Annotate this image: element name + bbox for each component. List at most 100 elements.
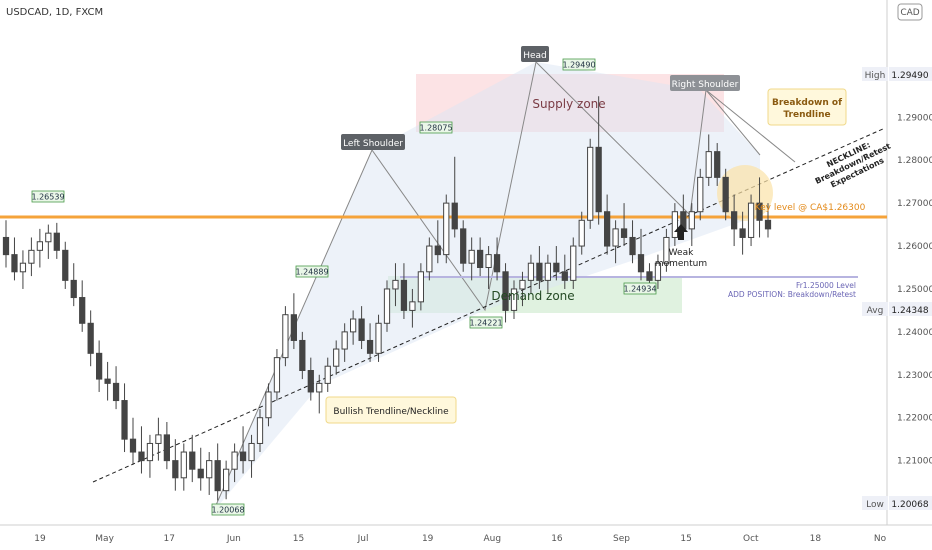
candle-body (417, 271, 424, 303)
time-tick-label: 15 (680, 534, 691, 544)
candle-body (333, 348, 340, 367)
candle-body (595, 146, 602, 213)
price-flag: 1.28075 (419, 121, 453, 134)
candle-body (561, 271, 568, 281)
pattern-shading (213, 62, 760, 512)
candle-body (536, 262, 543, 281)
candle-body (400, 279, 408, 311)
candle-body (256, 417, 264, 444)
candle-body (409, 301, 416, 311)
candle-body (214, 460, 221, 492)
candle-body (587, 146, 594, 221)
time-tick-label: Aug (484, 534, 502, 544)
time-tick-label: No (874, 534, 887, 544)
high-value-box (889, 67, 932, 81)
low-tag-box (862, 496, 888, 510)
candle-body (79, 297, 86, 324)
time-tick-label: Jun (226, 534, 241, 544)
price-flag-box (295, 265, 329, 278)
price-flag-text: 1.24889 (295, 268, 328, 277)
bullish-trendline-label: Bullish Trendline/Neckline (333, 407, 449, 417)
avg-value-box (889, 302, 932, 316)
candle-body (502, 271, 509, 311)
left-shoulder-box (341, 134, 405, 150)
head-label: Head (523, 51, 547, 61)
candle-body (426, 245, 433, 273)
right-shoulder-line (705, 89, 796, 163)
candle-body (629, 236, 636, 256)
candle-body (646, 271, 653, 281)
currency-badge-box[interactable] (897, 3, 923, 21)
candle-body (544, 262, 551, 281)
high-tag: High (865, 71, 886, 81)
candle-body (350, 318, 357, 333)
weak-label-2: momentum (655, 259, 707, 269)
candle-body (688, 211, 695, 230)
candle-body (112, 382, 120, 402)
candle-body (468, 249, 475, 264)
candle-body (290, 314, 297, 341)
candle-body (519, 279, 526, 290)
candle-body (307, 370, 314, 393)
candle-body (705, 151, 712, 178)
price-flag-box (211, 503, 245, 516)
low-value: 1.20068 (891, 500, 928, 510)
time-tick-label: 18 (810, 534, 822, 544)
price-axis: 1.300001.290001.280001.270001.260001.250… (897, 70, 932, 466)
avg-tag: Avg (867, 306, 884, 316)
price-flag-text: 1.20068 (211, 506, 244, 515)
candle-body (265, 391, 272, 419)
candle-body (477, 249, 484, 268)
candle-body (764, 219, 772, 230)
currency-badge: CAD (900, 8, 919, 18)
price-flag-text: 1.24934 (623, 285, 656, 294)
candle-body (299, 339, 306, 372)
price-tick-label: 1.22000 (897, 414, 932, 424)
candle-body (239, 451, 247, 462)
breakdown-label-2: Trendline (783, 110, 830, 120)
weak-label-1: Weak (669, 248, 694, 258)
price-tick-label: 1.23000 (897, 371, 932, 381)
candle-body (697, 176, 704, 213)
breakdown-label-1: Breakdown of (772, 98, 842, 108)
candle-body (155, 434, 162, 444)
candle-body (104, 378, 111, 384)
price-flag: 1.20068 (211, 503, 245, 516)
price-tick-label: 1.27000 (897, 199, 932, 209)
low-value-box (889, 496, 932, 510)
breakdown-callout-box (767, 88, 847, 126)
supply-zone-label: Supply zone (532, 97, 605, 111)
candle-body (189, 451, 196, 470)
candle-body (121, 400, 128, 440)
candle-body (324, 365, 331, 384)
candle-body (138, 451, 145, 462)
candle-body (87, 322, 94, 354)
candle-body (282, 314, 289, 359)
candle-body (527, 262, 535, 281)
symbol-title: USDCAD, 1D, FXCM (6, 7, 103, 18)
price-flag: 1.24221 (469, 316, 503, 329)
candle-body (383, 288, 391, 324)
price-flag: 1.24889 (295, 265, 329, 278)
candle-body (612, 228, 619, 247)
right-shoulder-box (670, 75, 740, 91)
price-tick-label: 1.21000 (897, 457, 932, 467)
head-box (521, 46, 549, 62)
candle-body (129, 438, 137, 453)
candle-body (163, 434, 170, 462)
candle-body (206, 460, 213, 479)
arrow-up-icon (674, 224, 688, 240)
candle-body (739, 228, 746, 238)
price-flag-text: 1.29490 (562, 61, 595, 70)
high-value: 1.29490 (891, 71, 928, 81)
candle-body (722, 176, 729, 213)
bullish-callout-box (325, 396, 457, 424)
candle-body (493, 254, 501, 273)
candle-body (197, 468, 204, 479)
price-flag-text: 1.24221 (469, 319, 502, 328)
candle-body (28, 249, 35, 264)
price-tick-label: 1.24000 (897, 328, 932, 338)
price-flag: 1.26539 (31, 190, 65, 203)
